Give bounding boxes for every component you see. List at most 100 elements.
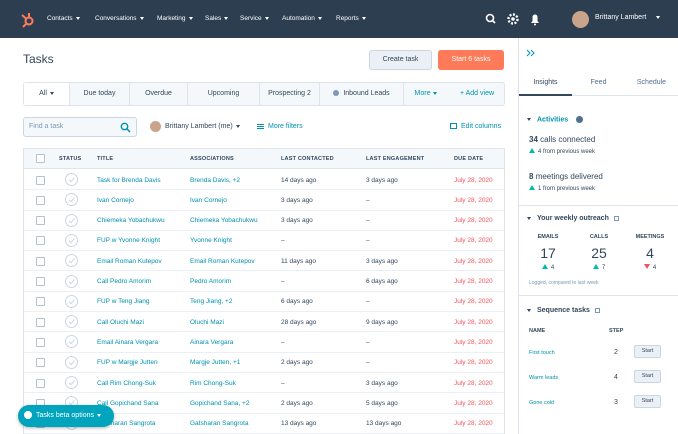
- task-title[interactable]: Email Roman Kutepov: [97, 257, 162, 265]
- more-filters[interactable]: More filters: [257, 123, 303, 130]
- nav-item[interactable]: Service: [240, 15, 269, 22]
- status-icon[interactable]: [65, 335, 78, 349]
- view-tab[interactable]: Due today: [70, 83, 130, 105]
- row-checkbox[interactable]: [36, 216, 45, 226]
- view-tab[interactable]: All: [24, 83, 70, 105]
- view-tab[interactable]: More: [404, 83, 448, 105]
- row-checkbox[interactable]: [36, 236, 45, 246]
- sidebar-tab[interactable]: Schedule: [625, 72, 678, 96]
- avatar[interactable]: [572, 11, 589, 28]
- nav-item[interactable]: Conversations: [95, 15, 144, 22]
- association[interactable]: Brenda Davis, +2: [190, 176, 241, 184]
- column-header[interactable]: ASSOCIATIONS: [190, 156, 234, 162]
- due-date: July 28, 2020: [454, 379, 493, 387]
- status-icon[interactable]: [65, 213, 78, 227]
- start-button[interactable]: Start: [634, 370, 661, 383]
- association[interactable]: Ivan Cornejo: [190, 196, 227, 204]
- association[interactable]: Pedro Amorim: [190, 278, 232, 285]
- task-title[interactable]: Call Oluchi Mazi: [97, 318, 144, 326]
- task-title[interactable]: FUP w Teng Jiang: [97, 298, 150, 306]
- view-tab[interactable]: Prospecting 2: [260, 83, 320, 105]
- row-checkbox[interactable]: [36, 256, 45, 266]
- sidebar-tab[interactable]: Insights: [519, 72, 572, 96]
- status-icon[interactable]: [65, 254, 78, 268]
- sequence-name[interactable]: Warm leads: [529, 375, 559, 381]
- nav-item[interactable]: Automation: [282, 15, 322, 22]
- association[interactable]: Oluchi Mazi: [190, 318, 224, 326]
- row-checkbox[interactable]: [36, 317, 45, 327]
- task-title[interactable]: Call Rim Chong-Suk: [97, 379, 156, 387]
- nav-item[interactable]: Contacts: [47, 15, 80, 22]
- status-icon[interactable]: [65, 233, 78, 247]
- association[interactable]: Gopichand Sana, +2: [190, 399, 250, 407]
- column-header[interactable]: DUE DATE: [454, 156, 484, 162]
- row-checkbox[interactable]: [36, 358, 45, 368]
- task-title[interactable]: Task for Brenda Davis: [97, 176, 161, 184]
- row-checkbox[interactable]: [36, 277, 45, 286]
- association[interactable]: Gatsharan Sangrota: [190, 420, 249, 428]
- association[interactable]: Rim Chong-Suk: [190, 379, 236, 387]
- status-icon[interactable]: [65, 376, 78, 389]
- column-header[interactable]: LAST ENGAGEMENT: [366, 156, 425, 162]
- start-button[interactable]: Start: [634, 395, 661, 408]
- header-checkbox[interactable]: [36, 154, 45, 163]
- last-engagement: 13 days ago: [366, 420, 402, 428]
- last-contacted: 2 days ago: [281, 359, 313, 367]
- row-checkbox[interactable]: [36, 175, 45, 185]
- association[interactable]: Email Roman Kutepov: [190, 257, 255, 265]
- nav-icons[interactable]: [485, 13, 545, 27]
- sidebar-tab[interactable]: Feed: [572, 72, 625, 96]
- task-title[interactable]: Ivan Cornejo: [97, 196, 134, 204]
- logo: [21, 13, 34, 28]
- view-tab[interactable]: Upcoming: [188, 83, 260, 105]
- task-title[interactable]: Chiemeka Yobachukwu: [97, 217, 165, 225]
- due-date: July 28, 2020: [454, 237, 493, 245]
- task-title[interactable]: FUP w Margje Jutten: [97, 359, 158, 367]
- owner-filter[interactable]: Brittany Lambert (me): [165, 123, 240, 130]
- status-icon[interactable]: [65, 315, 78, 329]
- task-title[interactable]: Call Pedro Amorim: [97, 278, 152, 285]
- nav-item[interactable]: Reports: [336, 15, 366, 22]
- column-header[interactable]: LAST CONTACTED: [281, 156, 334, 162]
- status-icon[interactable]: [65, 193, 78, 207]
- edit-columns[interactable]: Edit columns: [450, 123, 501, 130]
- association[interactable]: Ainara Vergara: [190, 338, 234, 346]
- nav-item[interactable]: Marketing: [157, 15, 193, 22]
- status-icon[interactable]: [65, 355, 78, 369]
- status-icon[interactable]: [65, 173, 78, 186]
- user-name[interactable]: Brittany Lambert: [595, 14, 661, 21]
- view-tab[interactable]: Overdue: [130, 83, 188, 105]
- association[interactable]: Chiemeka Yobachukwu: [190, 217, 258, 225]
- row-checkbox[interactable]: [36, 337, 45, 347]
- nav-item[interactable]: Sales: [205, 15, 229, 22]
- task-title[interactable]: Email Ainara Vergara: [97, 338, 159, 346]
- row-checkbox[interactable]: [36, 378, 45, 388]
- column-header[interactable]: STATUS: [59, 156, 82, 162]
- last-contacted: 2 days ago: [281, 399, 313, 407]
- view-tab-text: All: [39, 90, 47, 97]
- section-title[interactable]: Your weekly outreach: [527, 215, 619, 222]
- task-title[interactable]: Call Gopichand Sana: [97, 399, 159, 407]
- status-icon[interactable]: [65, 274, 78, 288]
- column-header[interactable]: TITLE: [97, 156, 114, 162]
- create-task-button[interactable]: Create task: [369, 50, 432, 70]
- start-button[interactable]: Start: [634, 345, 661, 358]
- collapse-icon[interactable]: [526, 48, 536, 58]
- status-icon[interactable]: [65, 294, 78, 308]
- task-title[interactable]: FUP w Yvonne Knight: [97, 237, 160, 245]
- section-title[interactable]: Activities: [527, 116, 584, 123]
- row-checkbox[interactable]: [36, 195, 45, 205]
- association[interactable]: Margje Jutten, +1: [190, 359, 241, 367]
- sequence-name[interactable]: First touch: [529, 350, 555, 356]
- row-checkbox[interactable]: [36, 297, 45, 307]
- association[interactable]: Yvonne Knight: [190, 237, 232, 245]
- search-input[interactable]: Find a task: [23, 117, 137, 137]
- association[interactable]: Teng Jiang, +2: [190, 298, 233, 306]
- start-tasks-button[interactable]: Start 6 tasks: [438, 50, 504, 70]
- beta-options-button[interactable]: Tasks beta options: [18, 405, 114, 427]
- view-tab[interactable]: + Add view: [448, 83, 506, 105]
- section-title[interactable]: Sequence tasks: [527, 307, 600, 314]
- view-tab[interactable]: Inbound Leads: [320, 83, 404, 105]
- sequence-name[interactable]: Gone cold: [529, 400, 555, 406]
- task-title[interactable]: Gatsharan Sangrota: [97, 420, 156, 428]
